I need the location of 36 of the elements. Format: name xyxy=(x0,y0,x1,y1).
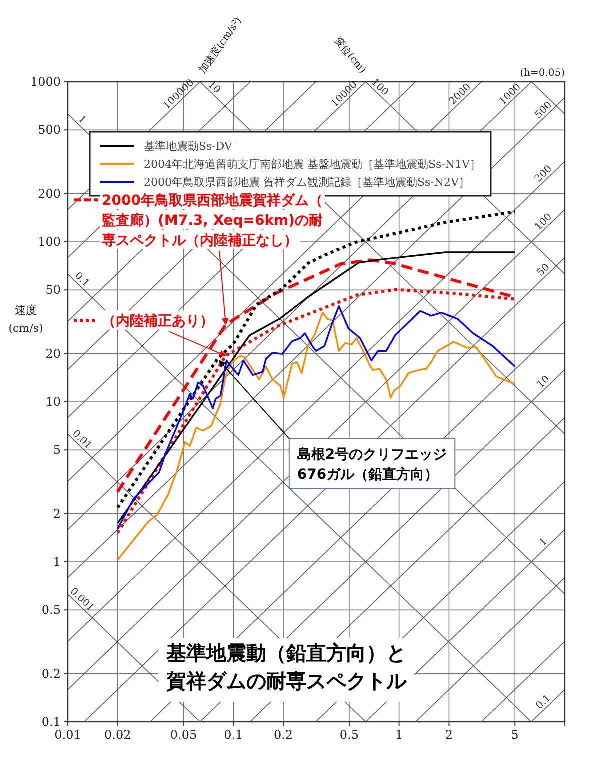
y-tick-label: 20 xyxy=(46,346,61,361)
y-tick-label: 50 xyxy=(46,283,61,298)
text: 50 xyxy=(535,262,552,279)
y-tick-label: 100 xyxy=(38,235,61,249)
text: 100 xyxy=(369,77,390,98)
text: 1 xyxy=(76,114,88,126)
text: 10 xyxy=(535,374,552,391)
x-tick-label: 5 xyxy=(511,728,519,742)
x-tick-label: 0.02 xyxy=(104,728,132,742)
legend-label: 2004年北海道留萌支庁南部地震 基盤地震動［基準地震動Ss-N1V］ xyxy=(144,158,481,171)
y-tick-label: 1000 xyxy=(30,75,61,89)
y-tick-label: 5 xyxy=(53,443,61,458)
x-tick-label: 0.1 xyxy=(224,728,244,742)
x-tick-label: 1 xyxy=(396,728,404,742)
y-tick-label: 0.2 xyxy=(42,666,61,681)
legend-label: 基準地震動Ss-DV xyxy=(144,140,234,153)
text: (h=0.05) xyxy=(520,68,566,79)
x-tick-label: 0.5 xyxy=(340,728,360,742)
y-tick-label: 0.5 xyxy=(42,603,61,618)
y-axis-title: 速度 (cm/s) xyxy=(8,304,44,335)
legend-label: 2000年鳥取県西部地震賀祥ダム（監査廊）(M7.3, Xeq=6km)の耐専スペクトル（内陸補正なし） xyxy=(101,192,324,250)
text: 100 xyxy=(533,212,555,234)
y-tick-label: 1 xyxy=(53,555,61,569)
y-tick-label: 0.1 xyxy=(42,715,61,729)
x-tick-label: 0.05 xyxy=(170,728,198,742)
text: 200 xyxy=(533,164,555,185)
y-tick-label: 500 xyxy=(38,123,61,138)
x-tick-label: 0.2 xyxy=(274,728,294,742)
text: 500 xyxy=(533,100,555,122)
legend-label: 2000年鳥取県西部地震 賀祥ダム観測記録［基準地震動Ss-N2V］ xyxy=(144,176,470,189)
y-tick-label: 2 xyxy=(53,506,61,521)
x-tick-label: 0.01 xyxy=(54,728,82,742)
y-tick-label: 200 xyxy=(38,186,61,201)
text: 1 xyxy=(538,536,550,549)
x-tick-label: 2 xyxy=(445,728,454,742)
y-tick-label: 10 xyxy=(46,395,61,409)
